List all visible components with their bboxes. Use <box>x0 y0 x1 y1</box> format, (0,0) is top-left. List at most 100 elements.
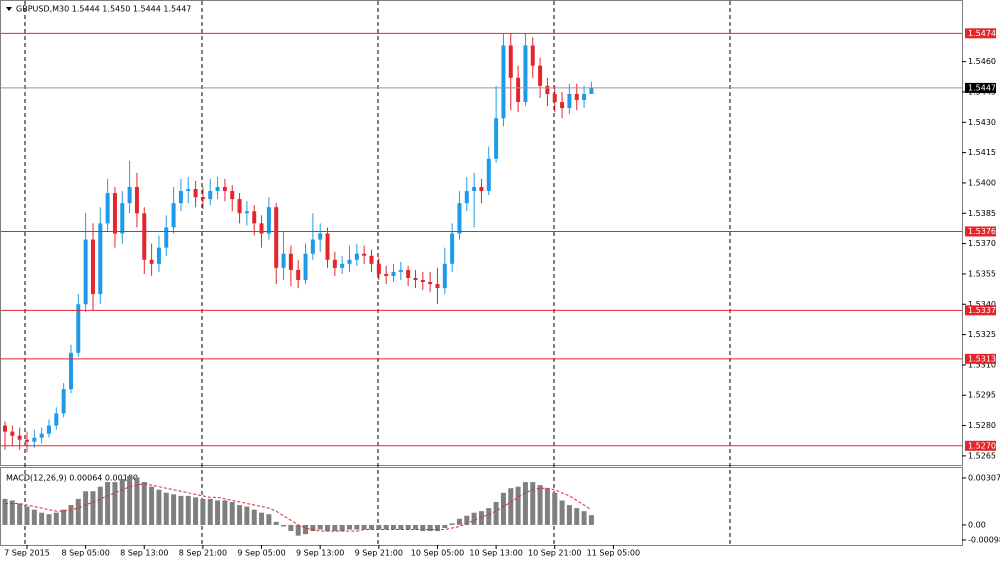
macd-bar <box>68 505 74 525</box>
level-label: 1.5313 <box>968 354 996 363</box>
macd-bar <box>222 500 228 525</box>
macd-bar <box>493 501 499 525</box>
macd-bar <box>39 512 45 525</box>
macd-bar <box>31 509 37 525</box>
macd-bar <box>53 512 59 525</box>
macd-bar <box>361 524 367 530</box>
candle-body <box>494 118 499 159</box>
candle-body <box>413 277 418 280</box>
candle-body <box>435 284 440 289</box>
macd-bar <box>347 524 353 530</box>
y-tick-label: 1.5295 <box>968 391 996 400</box>
candle-body <box>244 211 249 214</box>
candle-body <box>376 263 381 274</box>
macd-bar <box>105 482 111 525</box>
candle-body <box>193 189 198 198</box>
candle-body <box>83 239 88 305</box>
candle-body <box>428 282 433 285</box>
macd-bar <box>24 506 30 525</box>
candle-body <box>508 45 513 78</box>
candle-body <box>340 263 345 268</box>
macd-bar <box>581 511 587 525</box>
candle-body <box>589 87 594 94</box>
candle-body <box>237 199 242 214</box>
candle-body <box>46 425 51 434</box>
x-tick-label: 7 Sep 2015 <box>4 549 50 558</box>
candle-body <box>127 186 132 204</box>
level-flag <box>965 226 996 237</box>
candle-body <box>200 197 205 200</box>
candle-body <box>3 425 7 432</box>
level-flag <box>965 28 996 39</box>
candle-body <box>457 203 462 234</box>
candle-body <box>486 158 491 192</box>
candle-body <box>142 213 147 260</box>
candle-body <box>472 186 477 192</box>
candle-body <box>252 211 257 224</box>
candle-body <box>288 253 293 270</box>
y-tick-label: 1.5280 <box>968 421 996 430</box>
candle-body <box>303 253 308 280</box>
y-tick-label: 0.00 <box>968 520 986 529</box>
macd-bar <box>237 505 243 525</box>
candle-body <box>61 389 66 414</box>
macd-bar <box>215 500 221 525</box>
macd-bar <box>464 515 470 525</box>
macd-bar <box>544 488 550 525</box>
y-tick-label: 1.5325 <box>968 330 996 339</box>
macd-bar <box>2 498 8 525</box>
macd-bar <box>398 524 404 530</box>
candle-body <box>523 45 528 103</box>
x-tick-label: 8 Sep 13:00 <box>120 549 168 558</box>
macd-bar <box>390 524 396 530</box>
macd-bar <box>427 524 433 532</box>
macd-bar <box>310 524 316 532</box>
candle-body <box>164 227 169 248</box>
candle-body <box>420 279 425 283</box>
macd-bar <box>171 494 177 525</box>
candle-body <box>215 186 220 192</box>
candle-body <box>68 352 73 390</box>
candle-body <box>281 253 286 268</box>
candle-body <box>354 253 359 260</box>
candle-body <box>259 223 264 234</box>
macd-bar <box>178 495 184 525</box>
macd-bar <box>522 482 528 525</box>
candle-body <box>501 45 506 119</box>
y-tick-label: 1.5400 <box>968 178 996 187</box>
y-tick-label: 1.5415 <box>968 148 996 157</box>
macd-bar <box>369 524 374 530</box>
level-flag <box>965 353 996 364</box>
macd-bar <box>412 524 418 530</box>
candle-body <box>274 207 279 268</box>
macd-bar <box>90 491 96 525</box>
candle-body <box>318 233 323 240</box>
candle-body <box>24 439 29 442</box>
candle-body <box>362 253 367 256</box>
candle-body <box>112 193 117 234</box>
macd-bar <box>273 521 279 525</box>
macd-bar <box>471 512 477 525</box>
macd-bar <box>317 524 323 530</box>
macd-bar <box>449 523 455 525</box>
candle-body <box>156 247 161 264</box>
macd-bar <box>588 515 594 525</box>
candle-body <box>186 189 191 192</box>
signal-line <box>5 483 592 532</box>
candle-body <box>347 259 352 264</box>
candle-body <box>105 193 110 224</box>
candle-body <box>538 65 543 86</box>
candle-body <box>567 93 572 109</box>
macd-bar <box>420 524 426 532</box>
x-tick-label: 10 Sep 21:00 <box>528 549 581 558</box>
candle-body <box>552 93 557 103</box>
candle-body <box>98 223 103 295</box>
level-label: 1.5270 <box>968 441 996 450</box>
y-tick-label: 0.00307 <box>968 473 1000 482</box>
macd-bar <box>185 495 191 525</box>
macd-bar <box>61 509 67 525</box>
current-price-flag <box>965 82 996 93</box>
current-price-label: 1.5447 <box>968 83 996 92</box>
macd-bar <box>405 524 411 530</box>
